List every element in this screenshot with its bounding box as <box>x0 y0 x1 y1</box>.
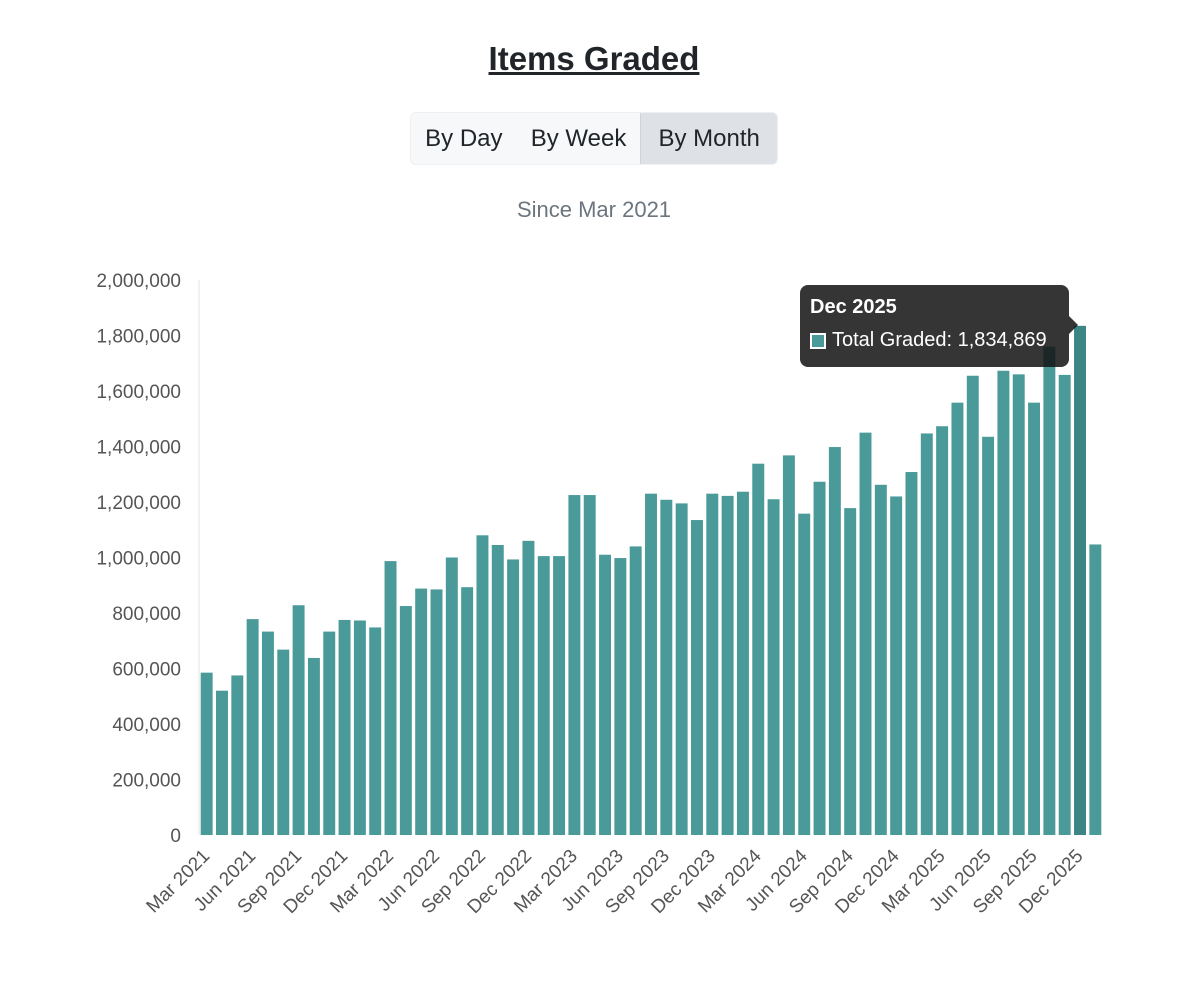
bar[interactable] <box>844 508 857 835</box>
bar[interactable] <box>782 455 795 835</box>
chart-subtitle: Since Mar 2021 <box>516 197 672 222</box>
by-month-button[interactable]: By Month <box>640 113 777 164</box>
bar[interactable] <box>629 546 642 835</box>
bar[interactable] <box>1089 544 1102 835</box>
bar[interactable] <box>430 589 443 835</box>
y-tick-label: 1,000,000 <box>96 549 181 570</box>
bar[interactable] <box>369 627 382 835</box>
bar[interactable] <box>476 535 489 835</box>
bar[interactable] <box>859 432 872 836</box>
y-tick-label: 0 <box>170 826 181 847</box>
chart-tooltip: Dec 2025 Total Graded: 1,834,869 <box>800 285 1078 367</box>
y-tick-label: 200,000 <box>112 771 181 792</box>
bar[interactable] <box>982 436 995 835</box>
y-tick-label: 2,000,000 <box>96 271 181 292</box>
bar[interactable] <box>798 513 811 835</box>
y-tick-label: 400,000 <box>112 715 181 736</box>
bar[interactable] <box>905 472 918 835</box>
bar[interactable] <box>399 606 412 835</box>
bar[interactable] <box>1074 325 1086 835</box>
bar[interactable] <box>292 605 305 835</box>
bar[interactable] <box>338 619 351 835</box>
bar[interactable] <box>507 559 520 835</box>
bar[interactable] <box>568 495 581 835</box>
tooltip-series-swatch <box>810 332 826 349</box>
bar[interactable] <box>553 556 566 835</box>
bar[interactable] <box>307 657 320 835</box>
bar[interactable] <box>277 649 290 835</box>
by-week-button[interactable]: By Week <box>530 124 627 152</box>
bar[interactable] <box>660 499 673 835</box>
bar[interactable] <box>1028 402 1041 835</box>
bar[interactable] <box>951 402 964 835</box>
bar[interactable] <box>415 588 428 835</box>
bar[interactable] <box>522 540 535 835</box>
bar[interactable] <box>599 554 612 835</box>
y-tick-label: 600,000 <box>112 660 181 681</box>
y-tick-label: 1,200,000 <box>96 493 181 514</box>
chart-title: Items Graded <box>488 40 700 77</box>
tooltip-value-text: Total Graded: 1,834,869 <box>832 329 1047 351</box>
bar[interactable] <box>261 631 274 835</box>
tooltip-title: Dec 2025 <box>810 296 897 318</box>
y-tick-label: 1,400,000 <box>96 438 181 459</box>
bar[interactable] <box>491 545 504 835</box>
bar[interactable] <box>200 672 213 835</box>
bar[interactable] <box>583 495 596 835</box>
bar[interactable] <box>936 426 949 835</box>
bar[interactable] <box>890 496 903 835</box>
bar[interactable] <box>445 557 458 836</box>
y-tick-label: 800,000 <box>112 604 181 625</box>
bar[interactable] <box>706 493 719 835</box>
bar[interactable] <box>675 503 688 835</box>
bar[interactable] <box>461 587 474 835</box>
bar[interactable] <box>767 499 780 835</box>
bar[interactable] <box>231 675 244 835</box>
tooltip-row: Total Graded: 1,834,869 <box>810 329 1059 352</box>
y-tick-label: 1,800,000 <box>96 327 181 348</box>
bar[interactable] <box>920 433 933 835</box>
bar[interactable] <box>1012 374 1025 835</box>
bar[interactable] <box>966 375 979 835</box>
bar[interactable] <box>1058 374 1071 835</box>
bar[interactable] <box>537 556 550 835</box>
bar[interactable] <box>1043 346 1056 835</box>
bar[interactable] <box>353 620 366 835</box>
bar[interactable] <box>384 561 397 835</box>
bar[interactable] <box>645 493 657 835</box>
y-tick-label: 1,600,000 <box>96 382 181 403</box>
bar[interactable] <box>997 370 1010 835</box>
by-day-button[interactable]: By Day <box>425 124 503 152</box>
bar[interactable] <box>721 495 734 835</box>
bar[interactable] <box>216 690 228 835</box>
bar[interactable] <box>690 520 703 835</box>
bar[interactable] <box>323 631 336 835</box>
bar[interactable] <box>736 491 749 835</box>
bar[interactable] <box>874 484 887 835</box>
bar[interactable] <box>813 481 826 835</box>
bar[interactable] <box>752 463 765 835</box>
period-toggle: By Day By Week By Month <box>410 112 778 165</box>
bar[interactable] <box>246 619 259 835</box>
bar[interactable] <box>614 558 627 835</box>
bar[interactable] <box>828 447 841 835</box>
